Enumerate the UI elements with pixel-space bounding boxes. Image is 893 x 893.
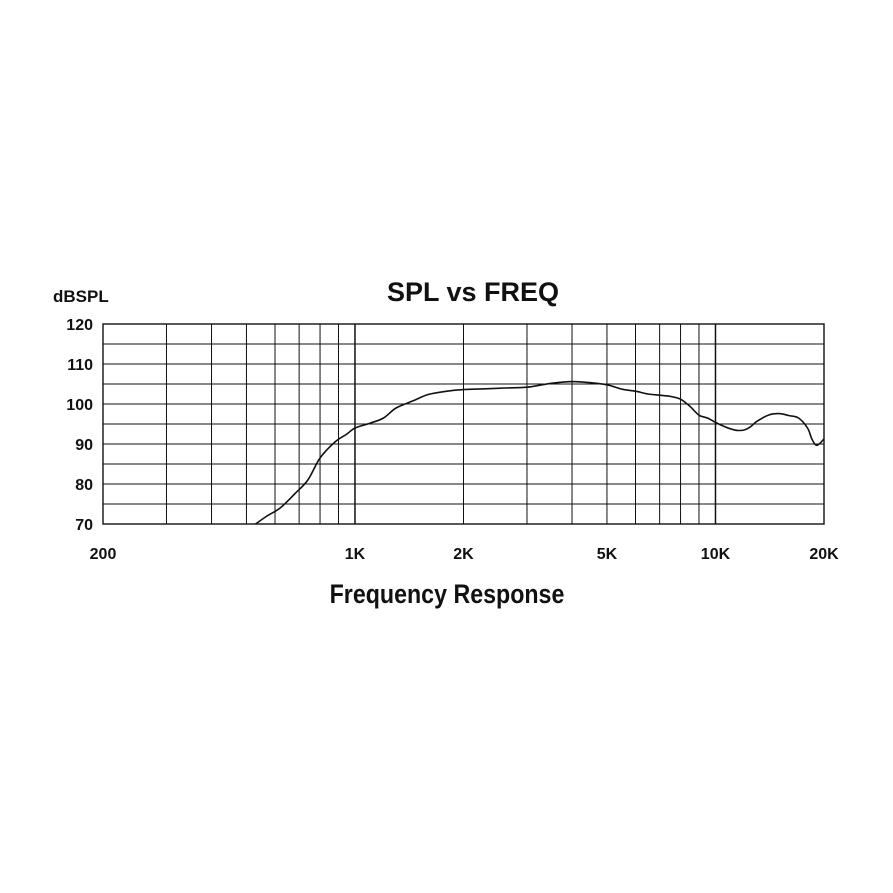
x-axis-label: Frequency Response	[330, 579, 565, 609]
y-tick-label: 110	[67, 357, 93, 374]
x-tick-label: 2K	[453, 546, 474, 563]
y-tick-label: 120	[66, 317, 93, 334]
y-tick-label: 100	[66, 397, 93, 414]
x-tick-labels: 200 1K 2K 5K 10K 20K	[90, 546, 839, 563]
x-tick-label: 20K	[809, 546, 839, 563]
x-tick-label: 200	[90, 546, 117, 563]
x-tick-label: 1K	[345, 546, 366, 563]
x-tick-label: 10K	[701, 546, 731, 563]
plot-frame	[102, 323, 825, 525]
chart-grid	[103, 324, 824, 524]
chart-title: SPL vs FREQ	[387, 277, 559, 307]
y-tick-label: 90	[75, 437, 93, 454]
x-tick-label: 5K	[597, 546, 618, 563]
y-tick-label: 70	[75, 517, 93, 534]
y-tick-labels: 70 80 90 100 110 120	[66, 317, 93, 534]
response-curve	[255, 380, 825, 525]
y-tick-label: 80	[75, 477, 93, 494]
y-axis-label: dBSPL	[53, 287, 109, 306]
